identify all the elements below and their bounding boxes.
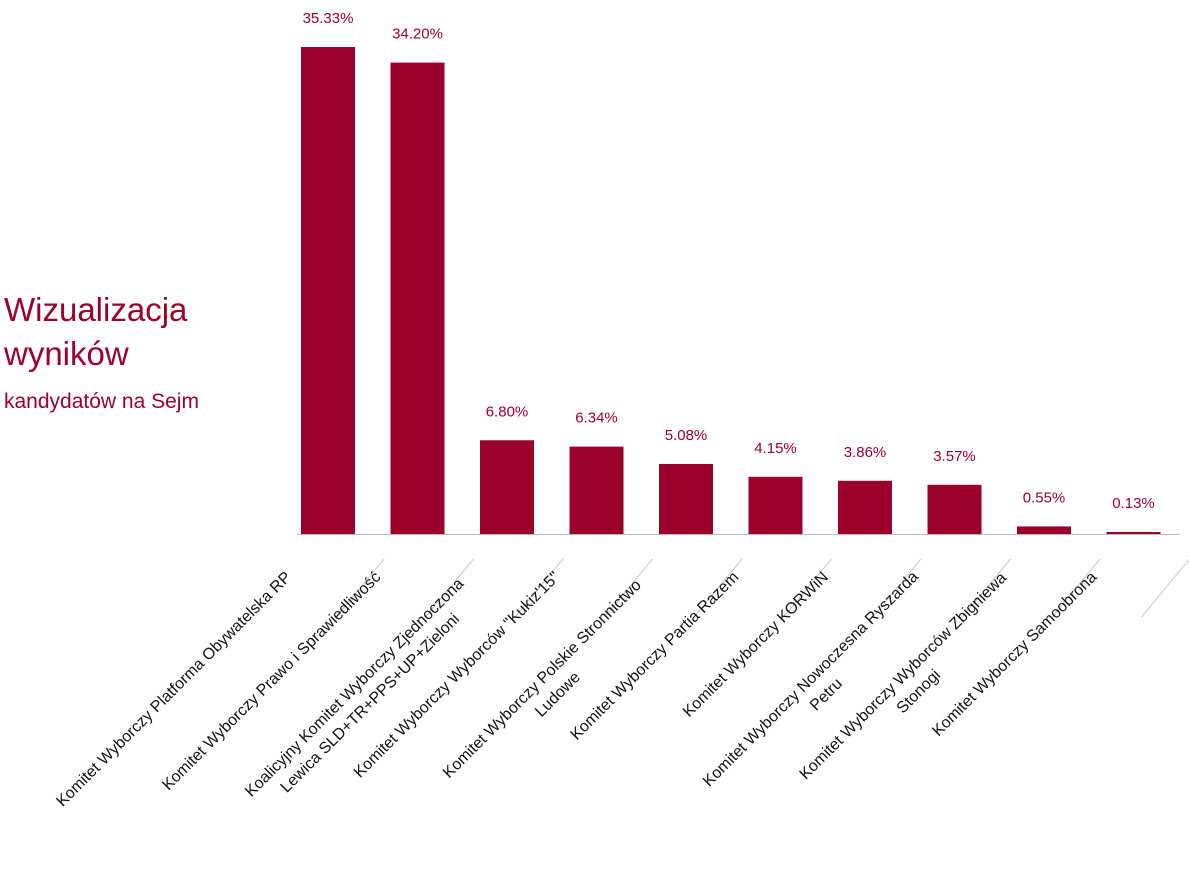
data-label: 0.55%: [1023, 489, 1066, 506]
bar: [838, 480, 892, 534]
bar: [927, 484, 982, 534]
title-block: Wizualizacja wyników kandydatów na Sejm: [4, 288, 264, 416]
tick-guide-line: [335, 558, 385, 618]
data-label: 5.08%: [665, 427, 708, 444]
tick-guide-line: [1051, 558, 1101, 618]
x-tick-label: Komitet Wyborczy KORWiN: [680, 569, 832, 721]
data-label: 4.15%: [754, 440, 797, 457]
tick-guide-line: [604, 558, 653, 618]
data-label: 35.33%: [303, 10, 354, 27]
data-label: 6.34%: [575, 410, 618, 427]
data-label: 3.86%: [844, 444, 887, 461]
bar: [390, 62, 445, 534]
tick-guide-line: [693, 558, 743, 618]
page-title: Wizualizacja wyników: [4, 291, 188, 372]
x-tick-label: Komitet Wyborczy Samoobrona: [929, 569, 1100, 740]
data-label: 0.13%: [1112, 495, 1155, 512]
bar: [480, 440, 534, 534]
tick-guide-line: [425, 558, 474, 618]
bar: [1017, 526, 1071, 534]
bar: [301, 47, 355, 534]
page-subtitle: kandydatów na Sejm: [4, 390, 199, 413]
tick-guide-line: [872, 558, 922, 618]
x-tick-label: Komitet Wyborczy Partia Razem: [568, 569, 743, 744]
bar: [569, 446, 624, 534]
tick-guide-line: [962, 558, 1011, 618]
data-label: 6.80%: [486, 403, 529, 420]
bar: [1106, 532, 1161, 534]
tick-guide-line: [514, 558, 564, 618]
data-label: 34.20%: [392, 26, 443, 43]
data-label: 3.57%: [933, 448, 976, 465]
bar: [659, 463, 713, 534]
x-tick-label: Komitet Wyborczy Wyborców "Kukiz'15": [351, 569, 564, 782]
tick-guide-line: [783, 558, 832, 618]
bar: [748, 476, 803, 534]
tick-guide-line: [1141, 558, 1189, 618]
